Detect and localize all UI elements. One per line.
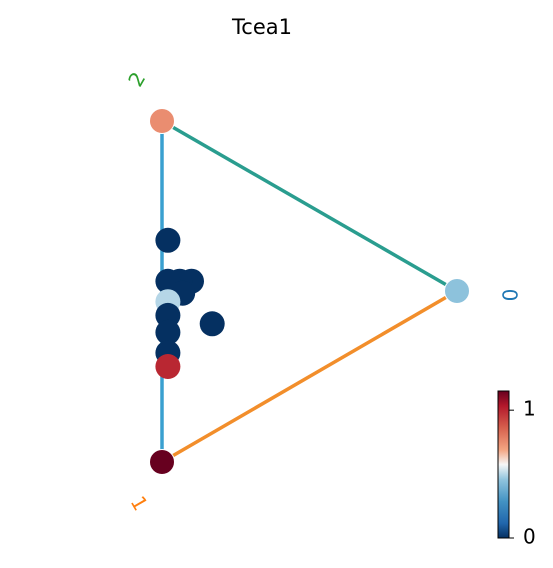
vertex-2-marker [149, 108, 175, 134]
colorbar-tick-label: 1 [523, 397, 536, 421]
vertex-markers [149, 108, 470, 475]
colorbar-tick-label: 0 [523, 525, 536, 549]
vertex-0-marker [444, 278, 470, 304]
colorbar-ticks: 01 [509, 397, 536, 549]
colorbar-gradient [497, 390, 510, 539]
triangle-edge [161, 119, 458, 293]
vertex-1-label: 1 [126, 492, 153, 515]
data-point [155, 354, 181, 379]
data-points [155, 227, 225, 379]
data-point [199, 311, 225, 337]
triangle-edge [161, 289, 458, 464]
data-point [155, 227, 181, 253]
colorbar: 01 [497, 390, 536, 549]
vertex-2-label: 2 [123, 68, 150, 91]
vertex-0-label: 0 [498, 289, 522, 302]
chart-title: Tcea1 [231, 15, 292, 39]
data-point [155, 319, 181, 345]
vertex-1-marker [149, 449, 175, 475]
triangle-edges [160, 119, 458, 464]
